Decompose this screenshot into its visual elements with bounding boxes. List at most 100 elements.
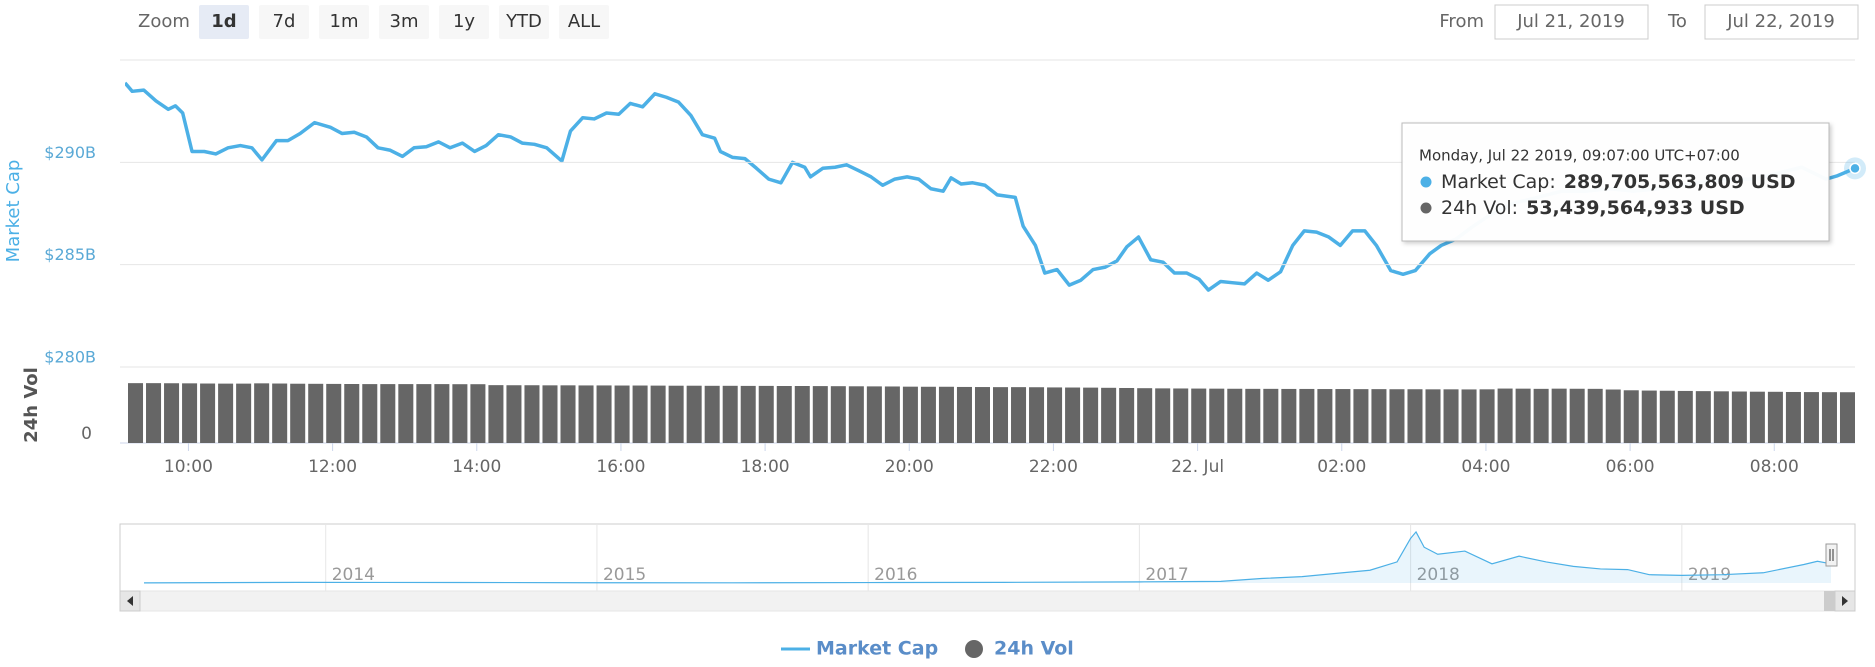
scroll-thumb[interactable] xyxy=(1824,591,1835,611)
zoom-button[interactable]: 1d xyxy=(199,5,249,39)
zoom-button-bg[interactable] xyxy=(319,5,369,39)
to-value[interactable]: Jul 22, 2019 xyxy=(1726,11,1835,32)
zoom-button-label[interactable]: ALL xyxy=(568,11,600,32)
zoom-button-bg[interactable] xyxy=(559,5,609,39)
zoom-button-label[interactable]: 7d xyxy=(273,11,296,32)
zoom-button-label[interactable]: YTD xyxy=(505,11,542,32)
zoom-button-bg[interactable] xyxy=(379,5,429,39)
volume-bar xyxy=(1731,391,1747,443)
zoom-label: Zoom xyxy=(138,11,190,32)
volume-bar xyxy=(110,383,125,443)
volume-bar xyxy=(1299,388,1315,443)
volume-bar xyxy=(146,383,162,443)
volume-bar xyxy=(1029,387,1045,443)
zoom-button[interactable]: ALL xyxy=(559,5,609,39)
tooltip-title: Monday, Jul 22 2019, 09:07:00 UTC+07:00 xyxy=(1419,147,1740,165)
zoom-button-label[interactable]: 1m xyxy=(330,11,359,32)
volume-bar xyxy=(1533,388,1549,443)
volume-bar xyxy=(704,385,720,443)
zoom-button-label[interactable]: 1d xyxy=(211,11,236,32)
legend-label[interactable]: Market Cap xyxy=(816,638,938,660)
volume-bar xyxy=(1605,389,1621,443)
zoom-button[interactable]: 7d xyxy=(259,5,309,39)
zoom-button[interactable]: 1m xyxy=(319,5,369,39)
volume-bar xyxy=(452,384,468,443)
x-tick-label: 18:00 xyxy=(741,457,790,477)
tooltip-row: Market Cap: 289,705,563,809 USD xyxy=(1441,171,1796,193)
volume-bar xyxy=(380,384,396,443)
legend-item[interactable]: Market Cap xyxy=(781,638,938,660)
volume-bar xyxy=(1119,387,1135,443)
volume-bar xyxy=(200,383,216,443)
navigator-handle[interactable] xyxy=(1825,543,1838,567)
volume-bar xyxy=(1767,391,1783,443)
legend-item[interactable]: 24h Vol xyxy=(965,638,1074,660)
tooltip-name: Market Cap: xyxy=(1441,171,1556,193)
zoom-button-bg[interactable] xyxy=(199,5,249,39)
date-range: From Jul 21, 2019 To Jul 22, 2019 xyxy=(1439,4,1859,40)
volume-bar xyxy=(578,385,594,443)
volume-bar xyxy=(1839,392,1855,443)
volume-bar xyxy=(218,383,234,443)
volume-bar xyxy=(560,385,576,443)
range-selector: Zoom 1d 7d 1m 3m 1y YTD ALL xyxy=(138,5,609,39)
volume-bar xyxy=(740,385,756,443)
volume-bar xyxy=(1569,388,1585,443)
zoom-button[interactable]: 3m xyxy=(379,5,429,39)
volume-bar xyxy=(974,387,990,443)
to-input[interactable] xyxy=(1704,4,1859,40)
volume-bar xyxy=(1623,390,1639,443)
zoom-button[interactable]: 1y xyxy=(439,5,489,39)
volume-bar xyxy=(848,386,864,443)
volume-bar xyxy=(1101,387,1117,443)
x-tick-label: 12:00 xyxy=(308,457,357,477)
zoom-button-bg[interactable] xyxy=(499,5,549,39)
volume-bar xyxy=(938,386,954,443)
zoom-button[interactable]: YTD xyxy=(499,5,549,39)
zoom-button-label[interactable]: 1y xyxy=(453,11,475,32)
x-tick-label: 22:00 xyxy=(1029,457,1078,477)
volume-bar xyxy=(1695,391,1711,443)
volume-bar xyxy=(794,386,810,443)
volume-bar xyxy=(1335,389,1351,443)
arrow-right xyxy=(1842,596,1848,606)
from-value[interactable]: Jul 21, 2019 xyxy=(1516,11,1625,32)
volume-bar xyxy=(434,384,450,443)
x-tick-label: 20:00 xyxy=(885,457,934,477)
volume-bar xyxy=(1317,389,1333,443)
tooltip-value: 53,439,564,933 USD xyxy=(1526,197,1745,219)
volume-bar xyxy=(830,386,846,443)
zoom-button-bg[interactable] xyxy=(259,5,309,39)
navigator-tick-label: 2014 xyxy=(332,565,375,585)
volume-bar xyxy=(1083,387,1099,443)
y-tick-label: $290B xyxy=(44,143,96,162)
volume-bar xyxy=(182,383,198,443)
x-tick-label: 22. Jul xyxy=(1171,457,1224,477)
volume-bar xyxy=(344,384,360,443)
volume-bar xyxy=(1191,388,1207,443)
legend-label[interactable]: 24h Vol xyxy=(994,638,1074,660)
plot-area xyxy=(110,81,1855,443)
x-tick-label: 08:00 xyxy=(1750,457,1799,477)
volume-bar xyxy=(1803,392,1819,443)
volume-bar xyxy=(1407,389,1423,443)
volume-bar xyxy=(956,386,972,443)
zoom-button-bg[interactable] xyxy=(439,5,489,39)
volume-bar xyxy=(1137,388,1153,443)
volume-bar xyxy=(1281,388,1297,443)
volume-bar xyxy=(1551,388,1567,443)
x-tick-label: 04:00 xyxy=(1461,457,1510,477)
navigator-tick-label: 2018 xyxy=(1417,565,1460,585)
tooltip-row: 24h Vol: 53,439,564,933 USD xyxy=(1441,197,1745,219)
volume-bar xyxy=(993,387,1009,443)
legend-symbol xyxy=(965,640,983,658)
scrollbar-track[interactable] xyxy=(119,590,1856,612)
volume-bar xyxy=(272,383,288,443)
zoom-button-label[interactable]: 3m xyxy=(390,11,419,32)
y2-tick-label: 0 xyxy=(81,424,92,444)
scrollbar[interactable] xyxy=(119,543,1856,612)
volume-bar xyxy=(1155,388,1171,443)
y-axis-title: Market Cap xyxy=(3,160,24,263)
from-input[interactable] xyxy=(1494,4,1649,40)
arrow-left xyxy=(127,596,133,606)
